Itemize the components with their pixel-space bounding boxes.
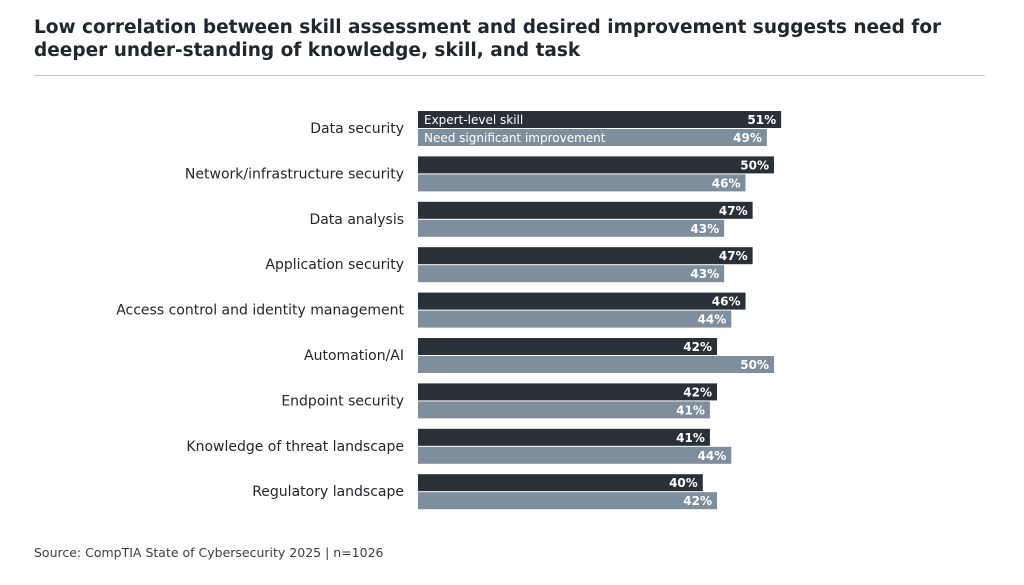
bar [418,446,732,464]
category-label: Application security [265,257,404,273]
category-label: Data analysis [309,212,404,228]
data-label: 50% [740,158,769,172]
data-label: 50% [740,358,769,372]
data-label: 51% [747,113,776,127]
data-label: 47% [719,204,748,218]
bar [418,356,774,373]
bar [418,310,732,328]
category-label: Network/infrastructure security [185,166,404,182]
data-label: 41% [676,403,705,417]
data-label: 42% [683,385,712,399]
data-label: 44% [698,449,727,463]
bar [418,474,703,492]
data-label: 44% [698,313,727,327]
data-label: 43% [690,267,719,281]
legend-entry: Expert-level skill [424,113,523,127]
data-label: 46% [712,295,741,309]
data-label: 43% [690,222,719,236]
category-label: Regulatory landscape [252,484,404,500]
bar [418,156,774,174]
category-label: Endpoint security [281,393,404,409]
bar [418,383,718,401]
data-label: 47% [719,249,748,263]
title-divider [34,75,985,76]
data-label: 40% [669,476,698,490]
bar [418,401,710,419]
bar [418,111,782,128]
category-label: Automation/AI [304,348,404,364]
bar [418,428,710,446]
legend-entry: Need significant improvement [424,131,606,145]
data-label: 49% [733,131,762,145]
bar [418,292,746,310]
data-label: 41% [676,431,705,445]
category-label: Knowledge of threat landscape [186,439,404,455]
bar [418,247,753,265]
bar [418,201,753,219]
bar [418,129,767,146]
bar [418,338,718,355]
data-label: 46% [712,176,741,190]
data-label: 42% [683,494,712,508]
category-label: Access control and identity management [116,303,404,319]
source-note: Source: CompTIA State of Cybersecurity 2… [34,545,384,560]
bar [418,174,746,192]
bar [418,265,725,283]
chart-title: Low correlation between skill assessment… [34,17,942,61]
data-label: 42% [683,340,712,354]
bar [418,492,718,510]
bar [418,219,725,237]
category-label: Data security [310,121,404,137]
